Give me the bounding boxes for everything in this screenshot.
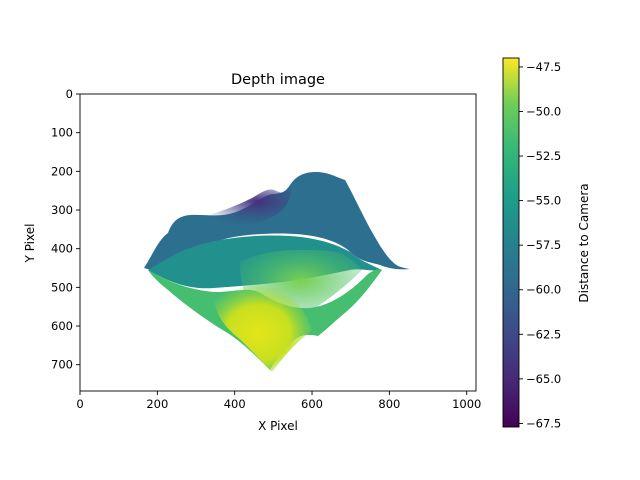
x-tick-label: 200 [146, 397, 168, 411]
colorbar-tick-label: −52.5 [526, 149, 561, 163]
depth-surface [144, 172, 411, 372]
colorbar [502, 57, 520, 428]
colorbar-tick-label: −55.0 [526, 194, 561, 208]
region-near-peak [214, 286, 312, 372]
x-tick-label: 600 [301, 397, 323, 411]
y-tick-label: 300 [51, 203, 73, 217]
y-tick-label: 200 [51, 164, 73, 178]
y-tick-label: 600 [51, 319, 73, 333]
y-tick-label: 400 [51, 242, 73, 256]
colorbar-tick-label: −67.5 [526, 416, 561, 430]
y-tick-label: 0 [66, 87, 73, 101]
x-tick-label: 800 [378, 397, 400, 411]
x-tick-label: 1000 [452, 397, 481, 411]
chart-title: Depth image [231, 72, 325, 88]
y-tick-label: 700 [51, 358, 73, 372]
region-far-back-ridge [144, 172, 411, 270]
x-axis: 0 200 400 600 800 1000 [76, 391, 481, 411]
region-deep-hollow [205, 186, 291, 225]
colorbar-tick-label: −65.0 [526, 372, 561, 386]
colorbar-tick-label: −62.5 [526, 327, 561, 341]
colorbar-axis: −47.5 −50.0 −52.5 −55.0 −57.5 −60.0 −62.5 −65.0… [519, 60, 561, 430]
y-axis-label: Y Pixel [23, 224, 37, 264]
x-tick-label: 400 [224, 397, 246, 411]
x-tick-label: 0 [76, 397, 83, 411]
x-axis-label: X Pixel [258, 419, 298, 433]
colorbar-tick-label: −50.0 [526, 104, 561, 118]
colorbar-label: Distance to Camera [577, 183, 591, 302]
colorbar-tick-label: −47.5 [526, 60, 561, 74]
y-tick-label: 100 [51, 126, 73, 140]
y-axis: 0 100 200 300 400 500 600 700 [51, 87, 80, 372]
colorbar-tick-label: −57.5 [526, 238, 561, 252]
colorbar-tick-label: −60.0 [526, 283, 561, 297]
y-tick-label: 500 [51, 280, 73, 294]
